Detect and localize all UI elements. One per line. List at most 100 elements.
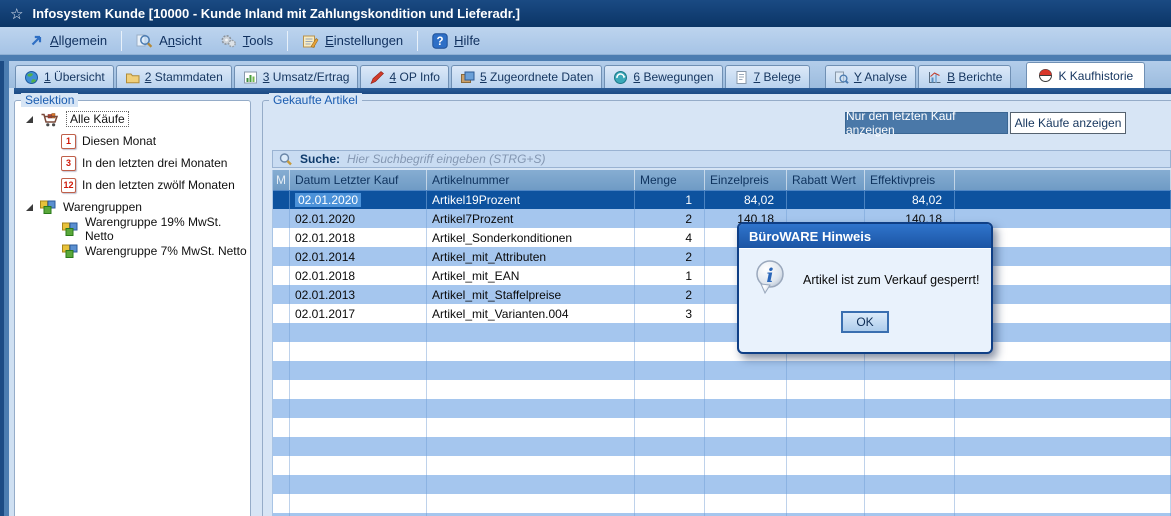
title-bar: ☆ Infosystem Kunde [10000 - Kunde Inland… [0,0,1171,27]
tab-stammdaten[interactable]: 2 Stammdaten [115,65,232,88]
empty-table-row[interactable] [273,475,1171,494]
menu-item-ansicht[interactable]: Ansicht [127,30,211,52]
tree-item-warengruppen[interactable]: Warengruppen [15,196,250,218]
calendar-1-icon: 1 [61,133,76,149]
ok-button[interactable]: OK [841,311,889,333]
cubes-icon [61,221,79,238]
menu-bar: Allgemein Ansicht Tools Einstellungen ? [0,27,1171,55]
column-header-m[interactable]: M [273,170,290,190]
menu-separator [121,30,123,51]
menu-separator [287,30,289,51]
tree-expander-icon[interactable] [26,115,33,123]
window-title: Infosystem Kunde [10000 - Kunde Inland m… [32,6,520,21]
tree-item-label: In den letzten zwölf Monaten [82,178,235,192]
window-left-frame [9,88,14,516]
search-input[interactable] [347,152,1170,166]
magnifier-icon [136,33,153,49]
tab-belege[interactable]: 7 Belege [724,65,810,88]
show-all-purchases-button[interactable]: Alle Käufe anzeigen [1010,112,1126,134]
empty-table-row[interactable] [273,380,1171,399]
tree-item-drei-monate[interactable]: 3 In den letzten drei Monaten [15,152,250,174]
sphere-icon [613,70,628,85]
column-header-einzelpreis[interactable]: Einzelpreis [705,170,787,190]
tree-item-label: Warengruppe 7% MwSt. Netto [85,244,247,258]
doc-magnifier-icon [834,70,849,85]
table-row[interactable]: 02.01.2020 Artikel7Prozent 2 140,18 140,… [273,209,1171,228]
menu-item-einstellungen[interactable]: Einstellungen [293,30,412,52]
column-header-effektivpreis[interactable]: Effektivpreis [865,170,955,190]
menu-separator [417,30,419,51]
tab-berichte[interactable]: B Berichte [918,65,1012,88]
table-row[interactable]: 02.01.2018 Artikel_Sonderkonditionen 4 [273,228,1171,247]
menu-item-allgemein[interactable]: Allgemein [20,30,116,51]
hint-dialog: BüroWARE Hinweis i Artikel ist zum Verka… [737,222,993,354]
selektion-groupbox-label: Selektion [21,93,79,107]
table-row[interactable]: 02.01.2018 Artikel_mit_EAN 1 [273,266,1171,285]
calendar-3-icon: 3 [61,155,76,171]
show-last-purchase-button[interactable]: Nur den letzten Kauf anzeigen [845,109,1008,137]
tree-item-warengruppe-19[interactable]: Warengruppe 19% MwSt. Netto [15,215,250,243]
tree-item-zwoelf-monate[interactable]: 12 In den letzten zwölf Monaten [15,174,250,196]
table-row[interactable]: 02.01.2014 Artikel_mit_Attributen 2 [273,247,1171,266]
cubes-icon [39,199,57,216]
table-row[interactable]: 02.01.2017 Artikel_mit_Varianten.004 3 [273,304,1171,323]
search-bar[interactable]: Suche: [272,150,1171,168]
notepad-icon [302,33,319,49]
gekaufte-artikel-groupbox: Gekaufte Artikel [262,93,1171,516]
column-header-rabatt-wert[interactable]: Rabatt Wert [787,170,865,190]
red-pen-icon [369,70,385,85]
table-row[interactable]: 02.01.2013 Artikel_mit_Staffelpreise 2 [273,285,1171,304]
column-header-menge[interactable]: Menge [635,170,705,190]
tab-kaufhistorie[interactable]: K Kaufhistorie [1026,62,1146,88]
window-left-frame [0,61,4,516]
tab-strip-top-band [0,55,1171,61]
tree-item-warengruppe-7[interactable]: Warengruppe 7% MwSt. Netto [15,240,250,262]
empty-table-row[interactable] [273,361,1171,380]
search-label: Suche: [300,152,341,166]
tree-item-label: Warengruppen [63,200,142,214]
dialog-body: i Artikel ist zum Verkauf gesperrt! OK [739,248,991,352]
purchases-table: M Datum Letzter Kauf Artikelnummer Menge… [272,170,1171,516]
table-header-row: M Datum Letzter Kauf Artikelnummer Menge… [273,170,1171,190]
svg-text:i: i [766,265,773,287]
tree-item-label: In den letzten drei Monaten [82,156,228,170]
chart-icon [243,70,258,85]
tab-zugeordnete-daten[interactable]: 5 Zugeordnete Daten [450,65,603,88]
help-icon: ? [432,32,448,49]
empty-table-row[interactable] [273,437,1171,456]
dialog-title-bar[interactable]: BüroWARE Hinweis [739,224,991,248]
empty-table-row[interactable] [273,418,1171,437]
table-row[interactable]: 02.01.2020 Artikel19Prozent 1 84,02 84,0… [273,190,1171,209]
column-header-artikelnummer[interactable]: Artikelnummer [427,170,635,190]
window-left-frame [4,61,9,516]
cards-icon [460,70,475,85]
tree-item-diesen-monat[interactable]: 1 Diesen Monat [15,130,250,152]
column-header-datum[interactable]: Datum Letzter Kauf [290,170,427,190]
empty-table-row[interactable] [273,323,1171,342]
globe-icon [24,70,39,85]
selektion-groupbox: Selektion Alle Käufe 1 Diesen Monat 3 In… [14,93,251,516]
empty-table-row[interactable] [273,342,1171,361]
dialog-message: Artikel ist zum Verkauf gesperrt! [803,273,980,287]
tab-analyse[interactable]: Y Analyse [824,65,917,88]
cubes-icon [61,243,79,260]
svg-text:?: ? [437,36,444,48]
tab-umsatz-ertrag[interactable]: 3 Umsatz/Ertrag [233,65,359,88]
empty-table-row[interactable] [273,494,1171,513]
tree-item-alle-kaeufe[interactable]: Alle Käufe [15,108,250,130]
tree-item-label: Diesen Monat [82,134,157,148]
favorite-star-icon[interactable]: ☆ [10,5,24,23]
pie-icon [1038,68,1053,83]
menu-item-tools[interactable]: Tools [211,30,282,52]
search-icon [278,152,293,166]
tab-op-info[interactable]: 4 OP Info [360,65,449,88]
empty-table-row[interactable] [273,399,1171,418]
tab-bewegungen[interactable]: 6 Bewegungen [604,65,723,88]
empty-table-row[interactable] [273,456,1171,475]
info-icon: i [753,259,789,299]
tab-uebersicht[interactable]: 1 Übersicht [15,65,114,88]
focused-cell[interactable]: 02.01.2020 [295,193,362,207]
menu-item-hilfe[interactable]: ? Hilfe [423,30,489,52]
tree-expander-icon[interactable] [26,203,33,211]
